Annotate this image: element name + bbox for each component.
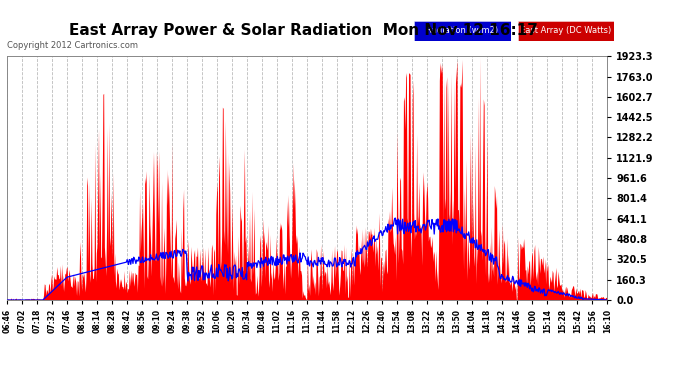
Text: Radiation (w/m2): Radiation (w/m2) bbox=[426, 26, 498, 36]
Text: East Array Power & Solar Radiation  Mon Nov 12 16:17: East Array Power & Solar Radiation Mon N… bbox=[69, 22, 538, 38]
Text: East Array (DC Watts): East Array (DC Watts) bbox=[520, 26, 611, 36]
Text: Copyright 2012 Cartronics.com: Copyright 2012 Cartronics.com bbox=[7, 41, 138, 50]
